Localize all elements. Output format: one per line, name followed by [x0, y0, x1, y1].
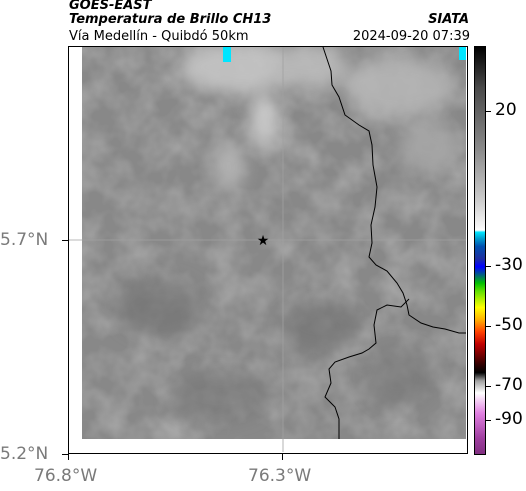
colorbar-label-20: 20 [495, 100, 517, 120]
colorbar-label-minus30: -30 [495, 255, 523, 275]
lon-tick-2 [282, 454, 283, 460]
organization-label: SIATA [428, 12, 469, 27]
map-canvas: ★ [69, 47, 467, 452]
colorbar-tick [486, 266, 491, 267]
department-boundary [322, 47, 466, 334]
colorbar-tick [486, 420, 491, 421]
lat-label-south: 5.2°N [0, 444, 49, 464]
product-title: Temperatura de Brillo CH13 [69, 12, 272, 27]
colorbar [474, 46, 486, 455]
lat-tick-1 [62, 240, 68, 241]
star-icon: ★ [257, 233, 270, 249]
satellite-imagery [82, 47, 467, 439]
lon-tick-1 [68, 454, 69, 460]
route-subtitle: Vía Medellín - Quibdó 50km [69, 29, 249, 44]
map-frame: ★ [68, 46, 468, 454]
lon-label-west: 76.8°W [34, 466, 98, 486]
colorbar-label-minus90: -90 [495, 409, 523, 429]
datetime-label: 2024-09-20 07:39 [352, 29, 470, 44]
satellite-title: GOES-EAST [69, 0, 152, 13]
colorbar-tick [486, 386, 491, 387]
colorbar-label-minus70: -70 [495, 375, 523, 395]
municipal-boundary [324, 298, 410, 439]
lat-label-north: 5.7°N [0, 230, 49, 250]
lon-label-east: 76.3°W [248, 466, 312, 486]
colorbar-label-minus50: -50 [495, 315, 523, 335]
colorbar-tick [486, 326, 491, 327]
lat-tick-2 [62, 454, 68, 455]
colorbar-tick [486, 111, 491, 112]
